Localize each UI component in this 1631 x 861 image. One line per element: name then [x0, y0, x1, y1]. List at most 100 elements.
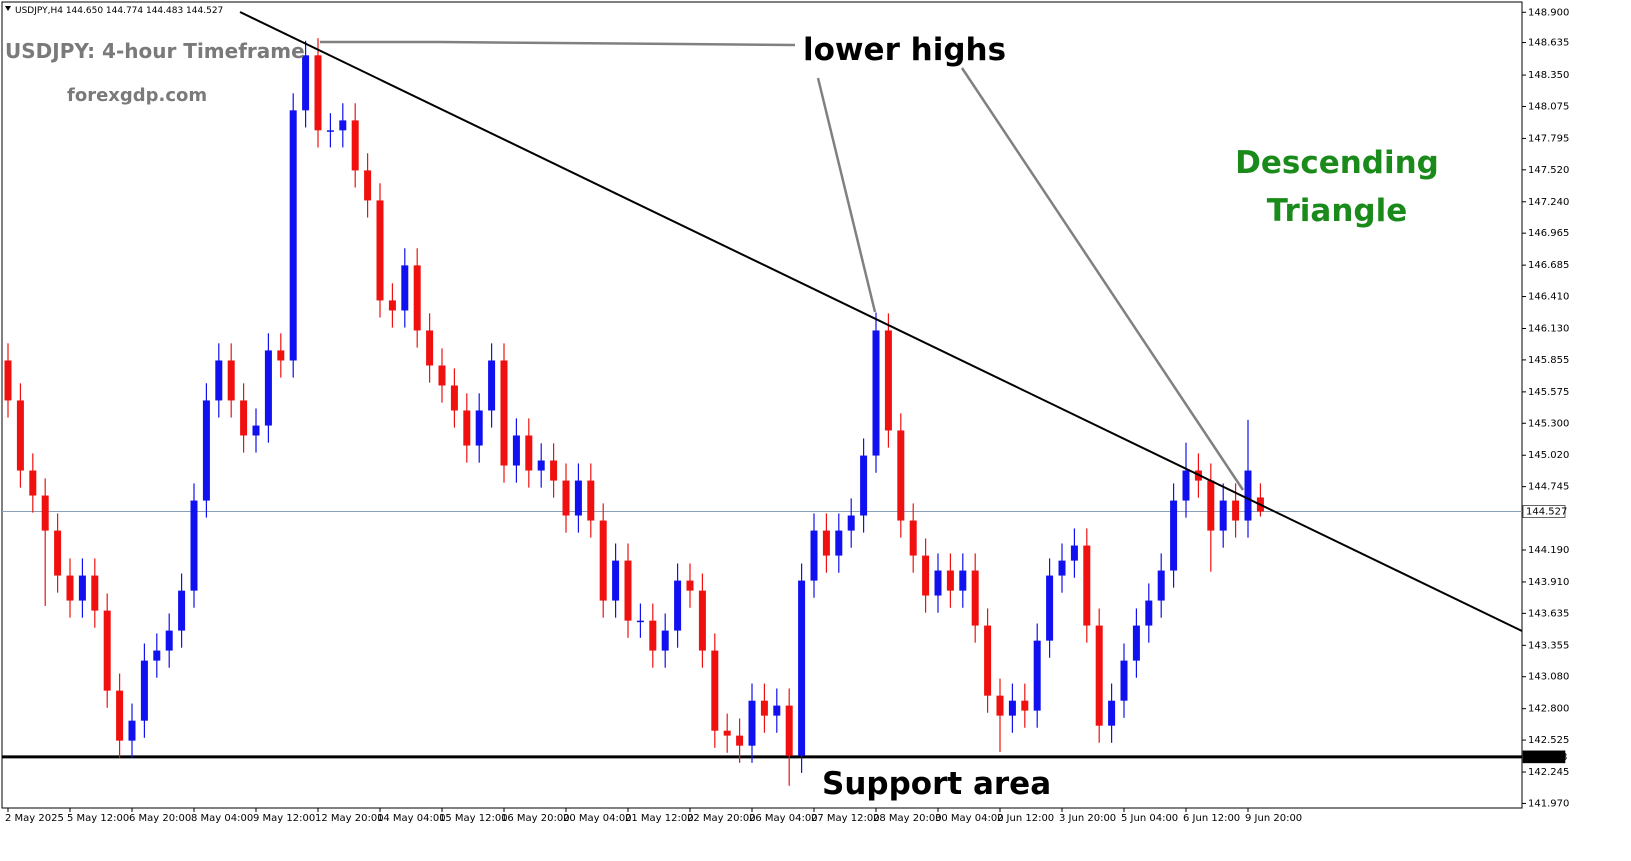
candle-body: [1083, 545, 1091, 626]
y-tick-label: 145.020: [1528, 450, 1569, 461]
annotation: Support area: [822, 766, 1051, 802]
candle-body: [860, 455, 868, 516]
candle-body: [1095, 625, 1103, 726]
candle-body: [711, 650, 719, 731]
candle-body: [1058, 560, 1066, 576]
candle-body: [1232, 500, 1240, 521]
candle-body: [612, 560, 620, 601]
x-tick-label: 15 May 12:00: [439, 813, 508, 824]
candle-body: [140, 660, 148, 721]
candle-body: [636, 620, 644, 623]
annotation-line: [960, 67, 1245, 491]
candle-body: [922, 555, 930, 596]
x-tick-label: 21 May 12:00: [625, 813, 694, 824]
y-tick-label: 148.635: [1528, 38, 1569, 49]
candle-body: [1145, 600, 1153, 626]
candle-body: [302, 55, 310, 111]
annotation-line: [816, 77, 877, 313]
y-tick-label: 146.130: [1528, 324, 1569, 335]
candle-body: [798, 580, 806, 756]
x-tick-label: 5 Jun 04:00: [1121, 813, 1178, 824]
support-tag: [1522, 750, 1566, 764]
candle-body: [364, 170, 372, 201]
candle-body: [54, 530, 62, 576]
candle-body: [1132, 625, 1140, 661]
candle-body: [872, 330, 880, 456]
x-tick-label: 6 May 20:00: [129, 813, 191, 824]
y-tick-label: 142.800: [1528, 704, 1569, 715]
candle-body: [426, 330, 434, 366]
plot-frame: [1, 1, 1523, 809]
y-tick-label: 141.970: [1528, 798, 1569, 809]
annotation: lower highs: [803, 32, 1006, 68]
candle-body: [1120, 660, 1128, 701]
candle-body: [500, 360, 508, 466]
y-tick-label: 145.855: [1528, 355, 1569, 366]
candle-body: [624, 560, 632, 621]
subtitle: forexgdp.com: [67, 85, 207, 106]
candle-body: [91, 575, 99, 611]
chart-title: USDJPY: 4-hour Timeframe: [5, 39, 305, 63]
candle-body: [116, 690, 124, 741]
candle-body: [165, 630, 173, 651]
y-tick-label: 148.075: [1528, 101, 1569, 112]
candle-body: [525, 435, 533, 471]
y-tick-label: 142.525: [1528, 735, 1569, 746]
candle-body: [835, 530, 843, 556]
candle-body: [1157, 570, 1165, 601]
candle-body: [909, 520, 917, 556]
y-tick-label: 145.300: [1528, 418, 1569, 429]
candle-body: [550, 460, 558, 481]
candle-body: [450, 385, 458, 411]
candle-body: [1070, 545, 1078, 561]
candle-body: [376, 200, 384, 301]
candle-body: [351, 120, 359, 171]
x-tick-label: 6 Jun 12:00: [1183, 813, 1240, 824]
candle-body: [822, 530, 830, 556]
x-tick-label: 27 May 12:00: [811, 813, 880, 824]
candle-body: [661, 630, 669, 651]
candle-body: [1008, 700, 1016, 716]
candle-body: [289, 110, 297, 361]
candle-body: [1182, 470, 1190, 501]
y-tick-label: 144.190: [1528, 545, 1569, 556]
y-tick-label: 148.350: [1528, 70, 1569, 81]
x-tick-label: 28 May 20:00: [873, 813, 942, 824]
candle-body: [178, 590, 186, 631]
x-tick-label: 26 May 04:00: [749, 813, 818, 824]
candle-body: [1207, 480, 1215, 531]
candle-body: [41, 495, 49, 531]
candle-body: [314, 55, 322, 131]
x-tick-label: 22 May 20:00: [687, 813, 756, 824]
candle-body: [227, 360, 235, 401]
x-tick-label: 2 Jun 12:00: [997, 813, 1054, 824]
candle-body: [1033, 640, 1041, 711]
candle-body: [388, 300, 396, 311]
header-icon: [5, 6, 11, 11]
annotation: Triangle: [1267, 193, 1407, 229]
x-tick-label: 3 Jun 20:00: [1059, 813, 1116, 824]
candle-body: [475, 410, 483, 446]
y-tick-label: 147.795: [1528, 133, 1569, 144]
candle-body: [128, 720, 136, 741]
candle-body: [1244, 470, 1252, 521]
x-tick-label: 16 May 20:00: [501, 813, 570, 824]
candle-body: [401, 265, 409, 311]
candle-body: [649, 620, 657, 651]
marks: [2, 38, 1522, 786]
y-tick-label: 143.355: [1528, 640, 1569, 651]
y-tick-label: 144.745: [1528, 482, 1569, 493]
candle-body: [463, 410, 471, 446]
candle-body: [574, 480, 582, 516]
y-tick-label: 146.410: [1528, 292, 1569, 303]
candle-body: [240, 400, 248, 436]
annotation: Descending: [1235, 145, 1439, 181]
x-tick-label: 30 May 04:00: [935, 813, 1004, 824]
candle-body: [773, 705, 781, 716]
candle-body: [1021, 700, 1029, 711]
candle-body: [971, 570, 979, 626]
candle-body: [252, 425, 260, 436]
x-tick-label: 5 May 12:00: [67, 813, 129, 824]
candle-body: [599, 520, 607, 601]
